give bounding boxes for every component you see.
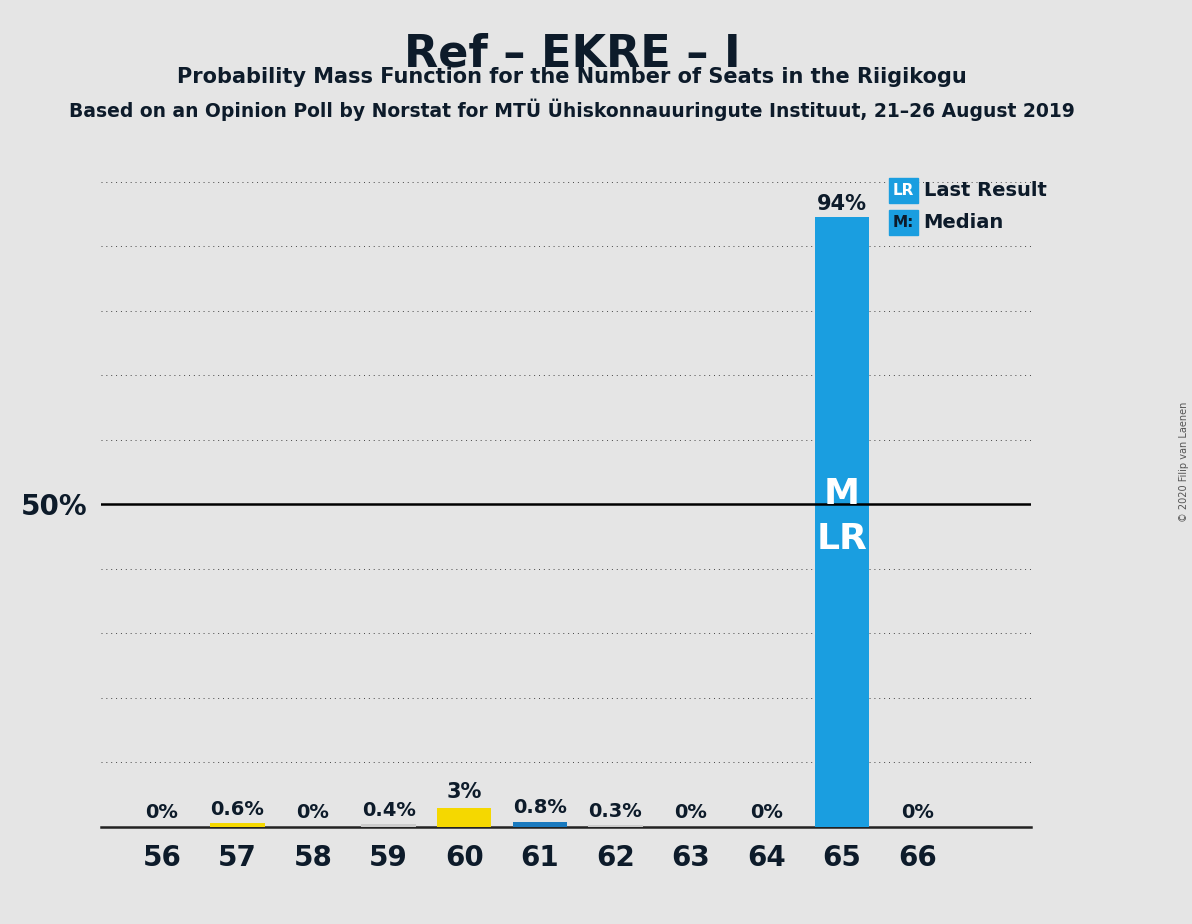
Bar: [889, 211, 918, 235]
Text: Median: Median: [924, 213, 1004, 232]
Text: 0%: 0%: [901, 803, 935, 821]
Text: M: M: [824, 477, 861, 511]
Text: Probability Mass Function for the Number of Seats in the Riigikogu: Probability Mass Function for the Number…: [178, 67, 967, 87]
Bar: [437, 808, 491, 827]
Bar: [513, 821, 567, 827]
Text: 0.6%: 0.6%: [211, 799, 265, 819]
Text: LR: LR: [817, 522, 868, 556]
Text: Last Result: Last Result: [924, 181, 1047, 200]
Text: 0.4%: 0.4%: [361, 801, 416, 820]
Bar: [815, 217, 869, 827]
Text: © 2020 Filip van Laenen: © 2020 Filip van Laenen: [1179, 402, 1188, 522]
Text: LR: LR: [893, 183, 914, 198]
Bar: [889, 178, 918, 202]
Text: 0%: 0%: [297, 803, 329, 821]
Text: 0.8%: 0.8%: [513, 798, 566, 818]
Text: M:: M:: [893, 215, 914, 230]
Bar: [210, 823, 265, 827]
Bar: [361, 824, 416, 827]
Text: 0%: 0%: [750, 803, 783, 821]
Text: Ref – EKRE – I: Ref – EKRE – I: [404, 32, 740, 76]
Bar: [588, 825, 642, 827]
Text: 94%: 94%: [817, 194, 867, 214]
Text: 0.3%: 0.3%: [589, 801, 642, 821]
Text: 0%: 0%: [675, 803, 707, 821]
Text: Based on an Opinion Poll by Norstat for MTÜ Ühiskonnauuringute Instituut, 21–26 : Based on an Opinion Poll by Norstat for …: [69, 99, 1075, 121]
Text: 0%: 0%: [145, 803, 179, 821]
Text: 3%: 3%: [447, 783, 482, 802]
